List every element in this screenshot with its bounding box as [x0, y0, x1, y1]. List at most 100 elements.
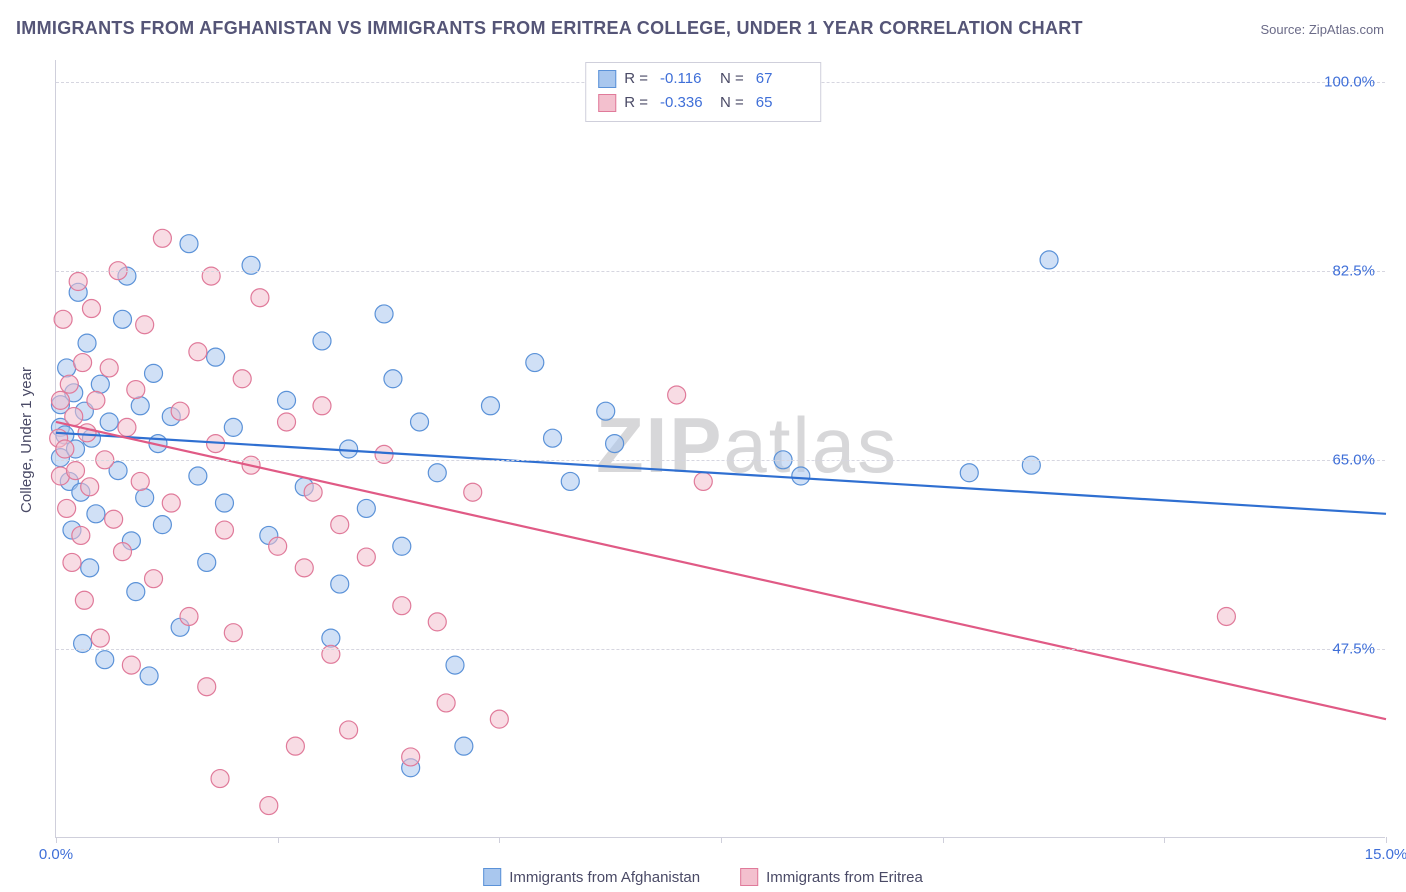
- legend-n-value: 65: [756, 91, 808, 115]
- scatter-point: [340, 440, 358, 458]
- x-tick-label: 0.0%: [39, 846, 73, 863]
- legend-r-value: -0.116: [660, 67, 712, 91]
- x-tick-label: 15.0%: [1365, 846, 1406, 863]
- legend-n-label: N =: [720, 91, 744, 115]
- scatter-point: [428, 464, 446, 482]
- scatter-point: [56, 440, 74, 458]
- chart-title: IMMIGRANTS FROM AFGHANISTAN VS IMMIGRANT…: [16, 18, 1083, 39]
- swatch-afghanistan: [598, 70, 616, 88]
- plot-area: ZIPatlas 47.5%65.0%82.5%100.0%0.0%15.0%: [55, 60, 1385, 838]
- scatter-point: [269, 537, 287, 555]
- scatter-point: [118, 418, 136, 436]
- legend-item: Immigrants from Afghanistan: [483, 868, 700, 886]
- legend-swatch: [483, 868, 501, 886]
- y-tick-label: 47.5%: [1332, 640, 1375, 657]
- x-tick: [278, 837, 279, 843]
- scatter-point: [260, 797, 278, 815]
- scatter-point: [58, 359, 76, 377]
- legend-swatch: [740, 868, 758, 886]
- scatter-point: [136, 489, 154, 507]
- scatter-point: [63, 553, 81, 571]
- scatter-point: [331, 516, 349, 534]
- scatter-point: [54, 310, 72, 328]
- scatter-point: [215, 494, 233, 512]
- scatter-point: [251, 289, 269, 307]
- chart-svg: [56, 60, 1385, 837]
- scatter-point: [960, 464, 978, 482]
- scatter-point: [87, 391, 105, 409]
- scatter-point: [91, 629, 109, 647]
- scatter-point: [481, 397, 499, 415]
- scatter-point: [490, 710, 508, 728]
- scatter-point: [189, 467, 207, 485]
- scatter-point: [75, 591, 93, 609]
- scatter-point: [105, 510, 123, 528]
- x-tick: [1164, 837, 1165, 843]
- scatter-point: [127, 583, 145, 601]
- scatter-point: [464, 483, 482, 501]
- legend-row-afghanistan: R = -0.116 N = 67: [598, 67, 808, 91]
- scatter-point: [67, 462, 85, 480]
- scatter-point: [224, 624, 242, 642]
- x-tick: [56, 837, 57, 843]
- scatter-point: [384, 370, 402, 388]
- scatter-point: [162, 494, 180, 512]
- scatter-point: [668, 386, 686, 404]
- x-tick: [943, 837, 944, 843]
- legend-label: Immigrants from Eritrea: [766, 869, 923, 886]
- scatter-point: [198, 678, 216, 696]
- scatter-point: [393, 537, 411, 555]
- scatter-point: [694, 472, 712, 490]
- scatter-point: [446, 656, 464, 674]
- y-tick-label: 100.0%: [1324, 73, 1375, 90]
- scatter-point: [65, 408, 83, 426]
- scatter-point: [357, 548, 375, 566]
- scatter-point: [81, 478, 99, 496]
- scatter-point: [526, 354, 544, 372]
- scatter-point: [544, 429, 562, 447]
- legend-r-label: R =: [624, 67, 648, 91]
- series-legend: Immigrants from Afghanistan Immigrants fr…: [483, 868, 923, 886]
- legend-r-value: -0.336: [660, 91, 712, 115]
- scatter-point: [114, 310, 132, 328]
- y-tick-label: 65.0%: [1332, 451, 1375, 468]
- scatter-point: [1217, 607, 1235, 625]
- scatter-point: [211, 770, 229, 788]
- legend-n-value: 67: [756, 67, 808, 91]
- gridline: [56, 649, 1385, 650]
- scatter-point: [96, 651, 114, 669]
- swatch-eritrea: [598, 94, 616, 112]
- scatter-point: [100, 413, 118, 431]
- y-tick-label: 82.5%: [1332, 262, 1375, 279]
- x-tick: [1386, 837, 1387, 843]
- legend-item: Immigrants from Eritrea: [740, 868, 923, 886]
- scatter-point: [428, 613, 446, 631]
- scatter-point: [792, 467, 810, 485]
- scatter-point: [136, 316, 154, 334]
- scatter-point: [180, 607, 198, 625]
- trend-line: [56, 422, 1386, 719]
- scatter-point: [82, 300, 100, 318]
- x-tick: [499, 837, 500, 843]
- scatter-point: [233, 370, 251, 388]
- scatter-point: [278, 413, 296, 431]
- legend-r-label: R =: [624, 91, 648, 115]
- scatter-point: [180, 235, 198, 253]
- scatter-point: [224, 418, 242, 436]
- scatter-point: [455, 737, 473, 755]
- gridline: [56, 460, 1385, 461]
- scatter-point: [153, 516, 171, 534]
- scatter-point: [74, 354, 92, 372]
- scatter-point: [171, 402, 189, 420]
- scatter-point: [313, 332, 331, 350]
- scatter-point: [91, 375, 109, 393]
- scatter-point: [215, 521, 233, 539]
- legend-row-eritrea: R = -0.336 N = 65: [598, 91, 808, 115]
- x-tick: [721, 837, 722, 843]
- scatter-point: [606, 435, 624, 453]
- scatter-point: [60, 375, 78, 393]
- scatter-point: [198, 553, 216, 571]
- y-axis-label: College, Under 1 year: [18, 367, 35, 513]
- scatter-point: [295, 559, 313, 577]
- scatter-point: [278, 391, 296, 409]
